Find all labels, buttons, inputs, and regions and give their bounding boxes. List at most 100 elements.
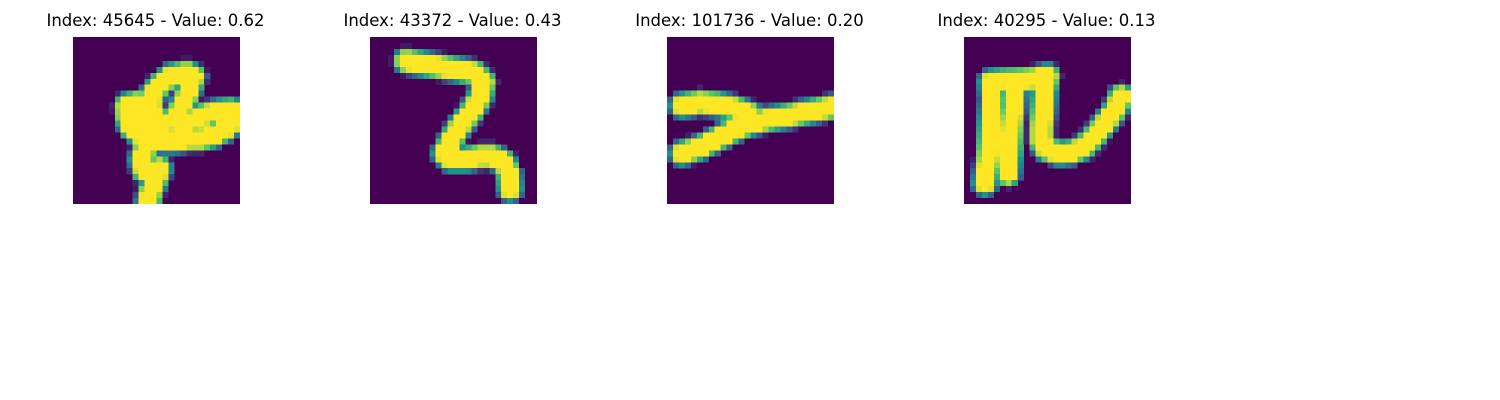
heatmap-pixel (151, 198, 157, 204)
heatmap-pixel (459, 67, 465, 73)
heatmap-pixel (145, 79, 151, 85)
heatmap-pixel (1000, 162, 1006, 168)
heatmap-pixel (442, 121, 448, 127)
heatmap-pixel (145, 144, 151, 150)
heatmap-pixel (519, 192, 525, 198)
heatmap-pixel (501, 186, 507, 192)
heatmap-pixel (786, 121, 792, 127)
heatmap-pixel (1053, 67, 1059, 73)
heatmap-pixel (739, 121, 745, 127)
heatmap-pixel (133, 180, 139, 186)
heatmap-pixel (448, 67, 454, 73)
heatmap-pixel (982, 79, 988, 85)
heatmap-pixel (976, 174, 982, 180)
heatmap-pixel (168, 85, 174, 91)
heatmap-pixel (168, 126, 174, 132)
heatmap-pixel (1024, 115, 1030, 121)
heatmap-pixel (222, 138, 228, 144)
heatmap-pixel (216, 126, 222, 132)
heatmap-pixel (210, 103, 216, 109)
heatmap-pixel (976, 156, 982, 162)
heatmap-pixel (477, 144, 483, 150)
heatmap-pixel (673, 103, 679, 109)
heatmap-pixel (1030, 150, 1036, 156)
heatmap-pixel (727, 103, 733, 109)
heatmap-pixel (1053, 73, 1059, 79)
heatmap-pixel (418, 55, 424, 61)
heatmap-pixel (1125, 109, 1131, 115)
heatmap-pixel (1113, 91, 1119, 97)
heatmap-pixel (145, 91, 151, 97)
heatmap-pixel (234, 109, 240, 115)
heatmap-pixel (471, 79, 477, 85)
heatmap-pixel (988, 79, 994, 85)
heatmap-pixel (691, 150, 697, 156)
heatmap-pixel (1024, 73, 1030, 79)
heatmap-pixel (1053, 126, 1059, 132)
heatmap-pixel (1059, 144, 1065, 150)
heatmap-pixel (162, 121, 168, 127)
heatmap-pixel (828, 97, 834, 103)
heatmap-pixel (739, 132, 745, 138)
heatmap-pixel (1113, 121, 1119, 127)
heatmap-pixel (1048, 132, 1054, 138)
heatmap-pixel (180, 138, 186, 144)
heatmap-pixel (459, 79, 465, 85)
heatmap-pixel (168, 67, 174, 73)
heatmap-pixel (151, 115, 157, 121)
heatmap-pixel (139, 174, 145, 180)
heatmap-pixel (988, 138, 994, 144)
heatmap-pixel (988, 85, 994, 91)
heatmap-pixel (798, 97, 804, 103)
heatmap-pixel (976, 132, 982, 138)
heatmap-pixel (709, 138, 715, 144)
heatmap-pixel (477, 97, 483, 103)
heatmap-pixel (1048, 85, 1054, 91)
heatmap-pixel (513, 192, 519, 198)
heatmap-pixel (459, 73, 465, 79)
heatmap-pixel (715, 97, 721, 103)
heatmap-pixel (465, 156, 471, 162)
heatmap-pixel (1036, 61, 1042, 67)
heatmap-pixel (139, 168, 145, 174)
heatmap-pixel (133, 121, 139, 127)
heatmap-pixel (715, 150, 721, 156)
heatmap-pixel (127, 156, 133, 162)
heatmap-pixel (994, 144, 1000, 150)
heatmap-pixel (198, 61, 204, 67)
heatmap-pixel (1006, 156, 1012, 162)
heatmap-pixel (1012, 144, 1018, 150)
heatmap-pixel (465, 103, 471, 109)
heatmap-pixel (174, 126, 180, 132)
heatmap-pixel (162, 144, 168, 150)
heatmap-pixel (454, 67, 460, 73)
heatmap-pixel (721, 138, 727, 144)
heatmap-pixel (1065, 156, 1071, 162)
heatmap-pixel (192, 121, 198, 127)
heatmap-pixel (828, 91, 834, 97)
heatmap-pixel (430, 55, 436, 61)
heatmap-pixel (198, 121, 204, 127)
heatmap-pixel (780, 126, 786, 132)
heatmap-pixel (816, 115, 822, 121)
heatmap-pixel (186, 67, 192, 73)
heatmap-pixel (976, 121, 982, 127)
heatmap-pixel (180, 79, 186, 85)
heatmap-pixel (804, 115, 810, 121)
heatmap-pixel (139, 85, 145, 91)
heatmap-pixel (786, 109, 792, 115)
heatmap-pixel (727, 121, 733, 127)
heatmap-pixel (751, 115, 757, 121)
heatmap-pixel (1018, 85, 1024, 91)
heatmap-pixel (1107, 103, 1113, 109)
heatmap-pixel (489, 67, 495, 73)
heatmap-pixel (180, 91, 186, 97)
heatmap-pixel (751, 121, 757, 127)
heatmap-pixel (400, 55, 406, 61)
heatmap-pixel (756, 109, 762, 115)
heatmap-pixel (1030, 144, 1036, 150)
heatmap-pixel (115, 121, 121, 127)
heatmap-pixel (691, 132, 697, 138)
heatmap-pixel (180, 55, 186, 61)
heatmap-pixel (976, 109, 982, 115)
